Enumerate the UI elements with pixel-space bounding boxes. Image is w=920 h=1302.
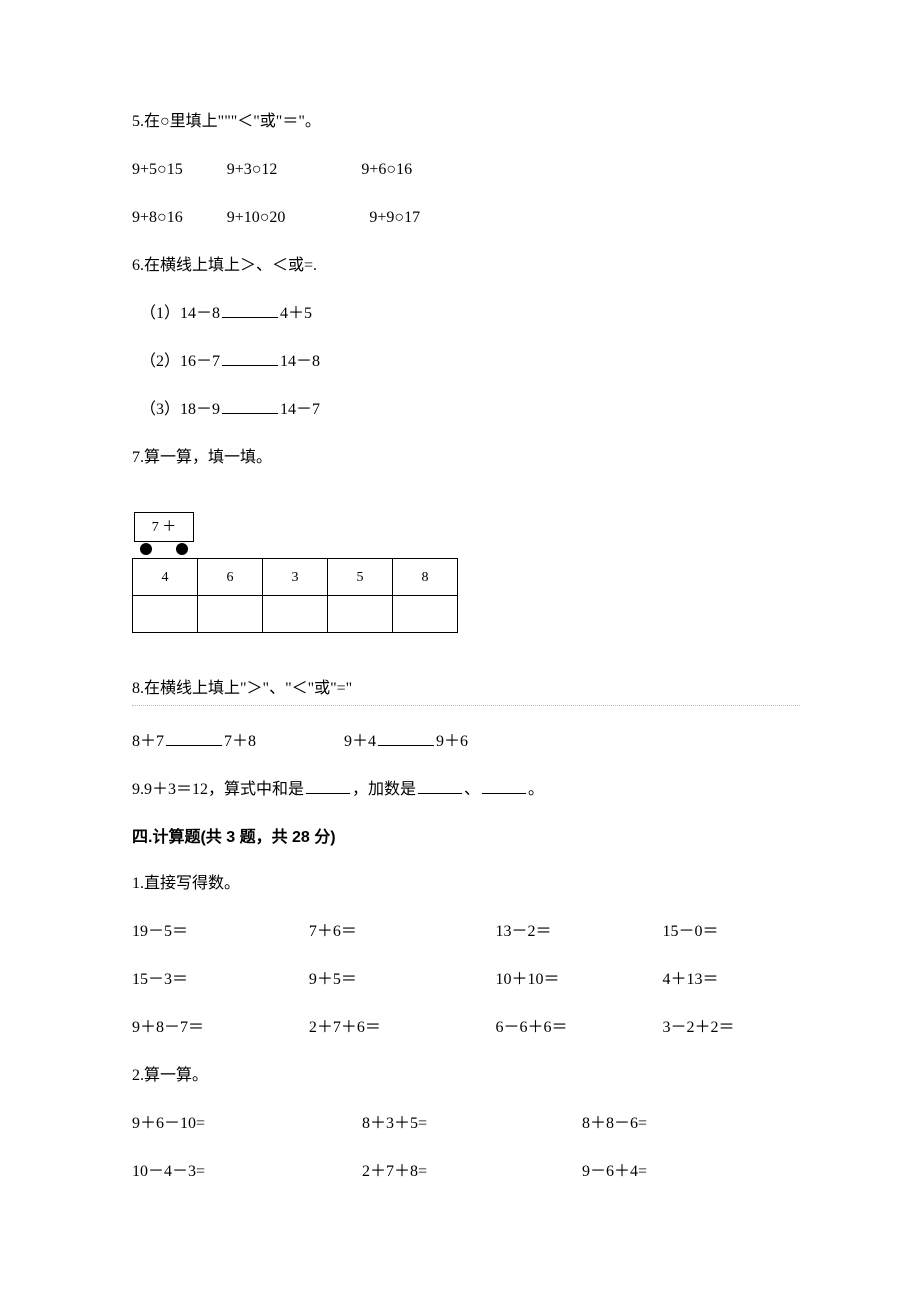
- s4p1-row2: 15－3＝ 9＋5＝ 10＋10＝ 4＋13＝: [132, 968, 800, 992]
- q7-c3: 5: [328, 559, 393, 596]
- expr: 3－2＋2＝: [662, 1016, 800, 1040]
- q7-a1: [198, 596, 263, 633]
- q7-a0: [133, 596, 198, 633]
- expr: 2＋7＋8=: [362, 1160, 582, 1184]
- section4-heading: 四.计算题(共 3 题，共 28 分): [132, 826, 800, 850]
- q6-item-3: （3）18－9 14－7: [132, 398, 800, 422]
- q8-b-left: 9＋4: [344, 733, 376, 750]
- blank: [418, 779, 462, 794]
- expr: 4＋13＝: [662, 968, 800, 992]
- blank: [222, 399, 278, 414]
- q8-row: 8＋7 7＋8 9＋4 9＋6: [132, 730, 800, 754]
- expr: 10－4－3=: [132, 1160, 362, 1184]
- q6-1-right: 4＋5: [280, 305, 312, 322]
- s4p1-prompt: 1.直接写得数。: [132, 872, 800, 896]
- blank: [378, 731, 434, 746]
- q8-a-left: 8＋7: [132, 733, 164, 750]
- q5-r2-2: 9+9○17: [369, 209, 420, 226]
- q7-c2: 3: [263, 559, 328, 596]
- q7-c4: 8: [393, 559, 458, 596]
- q9-c: 、: [464, 781, 480, 798]
- q8-a-right: 7＋8: [224, 733, 256, 750]
- q7-table: 4 6 3 5 8: [132, 558, 458, 633]
- q7-c1: 6: [198, 559, 263, 596]
- expr: 6－6＋6＝: [495, 1016, 662, 1040]
- q5-r1-2: 9+6○16: [361, 161, 412, 178]
- q5-row2: 9+8○16 9+10○20 9+9○17: [132, 206, 800, 230]
- q5-row1: 9+5○15 9+3○12 9+6○16: [132, 158, 800, 182]
- q5-r1-1: 9+3○12: [227, 161, 278, 178]
- q7-c0: 4: [133, 559, 198, 596]
- q6-item-1: （1）14－8 4＋5: [132, 302, 800, 326]
- q9-d: 。: [528, 781, 544, 798]
- blank: [222, 303, 278, 318]
- q9-b: ，加数是: [352, 781, 416, 798]
- q8-b-right: 9＋6: [436, 733, 468, 750]
- q9-a: 9.9＋3＝12，算式中和是: [132, 781, 304, 798]
- expr: 9＋5＝: [309, 968, 496, 992]
- q7-wheels: [134, 542, 800, 556]
- expr: 8＋3＋5=: [362, 1112, 582, 1136]
- table-row: 4 6 3 5 8: [133, 559, 458, 596]
- wheel-icon: [140, 543, 152, 555]
- expr: 9－6＋4=: [582, 1160, 762, 1184]
- expr: 13－2＝: [495, 920, 662, 944]
- q7-figure: 7 ＋ 4 6 3 5 8: [132, 512, 800, 633]
- q6-1-left: （1）14－8: [140, 305, 220, 322]
- q5-r2-0: 9+8○16: [132, 209, 183, 226]
- q6-2-right: 14－8: [280, 353, 320, 370]
- q6-3-left: （3）18－9: [140, 401, 220, 418]
- q6-3-right: 14－7: [280, 401, 320, 418]
- expr: 2＋7＋6＝: [309, 1016, 496, 1040]
- q7-car-label: 7 ＋: [152, 517, 177, 538]
- s4p2-prompt: 2.算一算。: [132, 1064, 800, 1088]
- q7-a4: [393, 596, 458, 633]
- expr: 19－5＝: [132, 920, 309, 944]
- expr: 15－0＝: [662, 920, 800, 944]
- q7-prompt: 7.算一算，填一填。: [132, 446, 800, 470]
- blank: [166, 731, 222, 746]
- q6-item-2: （2）16－7 14－8: [132, 350, 800, 374]
- dotted-rule: [132, 705, 800, 706]
- q6-2-left: （2）16－7: [140, 353, 220, 370]
- q5-prompt: 5.在○里填上"""＜"或"＝"。: [132, 110, 800, 134]
- s4p2-row1: 9＋6－10= 8＋3＋5= 8＋8－6=: [132, 1112, 800, 1136]
- expr: 9＋8－7＝: [132, 1016, 309, 1040]
- blank: [306, 779, 350, 794]
- q8-prompt: 8.在横线上填上"＞"、"＜"或"=": [132, 677, 800, 701]
- expr: 9＋6－10=: [132, 1112, 362, 1136]
- expr: 10＋10＝: [495, 968, 662, 992]
- expr: 7＋6＝: [309, 920, 496, 944]
- blank: [482, 779, 526, 794]
- table-row: [133, 596, 458, 633]
- q7-a3: [328, 596, 393, 633]
- q5-r2-1: 9+10○20: [227, 209, 286, 226]
- q9-line: 9.9＋3＝12，算式中和是 ，加数是 、 。: [132, 778, 800, 802]
- s4p1-row1: 19－5＝ 7＋6＝ 13－2＝ 15－0＝: [132, 920, 800, 944]
- q7-car-box: 7 ＋: [134, 512, 194, 542]
- q5-r1-0: 9+5○15: [132, 161, 183, 178]
- s4p1-row3: 9＋8－7＝ 2＋7＋6＝ 6－6＋6＝ 3－2＋2＝: [132, 1016, 800, 1040]
- expr: 8＋8－6=: [582, 1112, 762, 1136]
- q6-prompt: 6.在横线上填上＞、＜或=.: [132, 254, 800, 278]
- wheel-icon: [176, 543, 188, 555]
- q7-a2: [263, 596, 328, 633]
- page: 5.在○里填上"""＜"或"＝"。 9+5○15 9+3○12 9+6○16 9…: [0, 0, 920, 1268]
- expr: 15－3＝: [132, 968, 309, 992]
- s4p2-row2: 10－4－3= 2＋7＋8= 9－6＋4=: [132, 1160, 800, 1184]
- blank: [222, 351, 278, 366]
